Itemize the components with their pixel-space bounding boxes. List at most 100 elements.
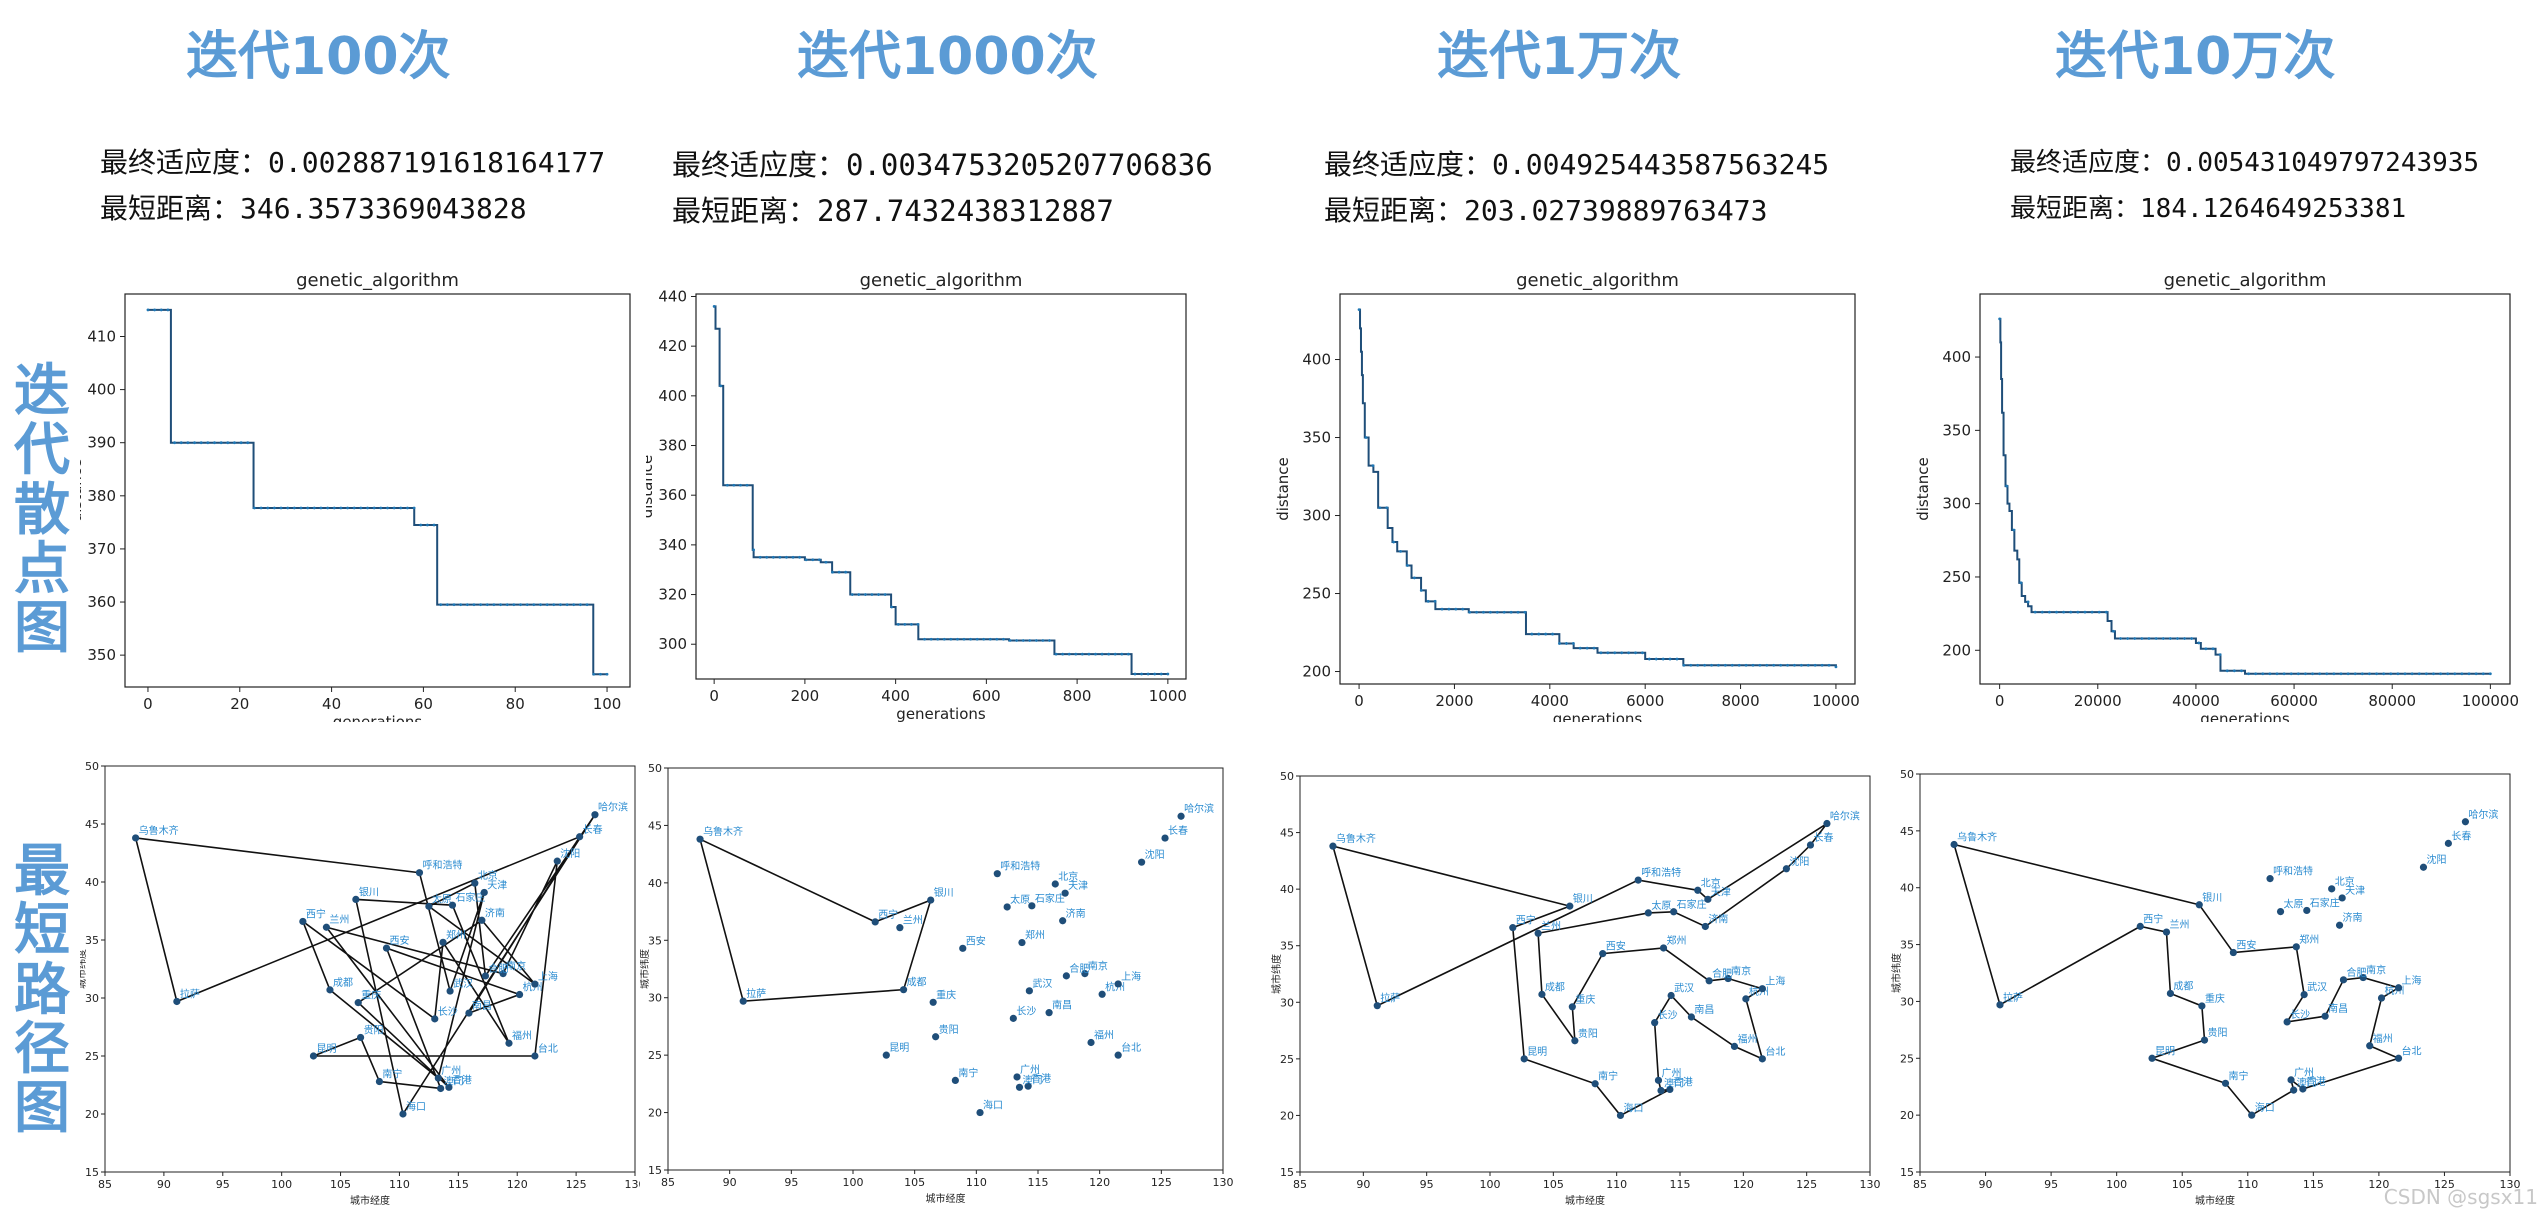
data-point [725, 483, 729, 487]
data-point [2211, 647, 2215, 651]
data-point [1827, 663, 1831, 667]
data-point [219, 441, 223, 445]
x-tick-label: 0 [143, 695, 153, 713]
data-point [186, 441, 190, 445]
data-point [969, 637, 972, 641]
data-point [512, 603, 516, 607]
city-label: 上海 [1765, 975, 1785, 988]
x-axis-label: generations [1553, 710, 1643, 722]
city-point [1062, 972, 1070, 980]
city-label: 成都 [2173, 980, 2193, 992]
data-point [499, 603, 502, 607]
city-label: 哈尔滨 [1830, 810, 1860, 823]
data-point [2325, 672, 2329, 676]
city-label: 南京 [1731, 965, 1751, 978]
city-label: 石家庄 [1035, 892, 1065, 905]
city-point [1996, 1001, 2004, 1009]
city-point [446, 987, 454, 995]
data-point [1074, 652, 1078, 656]
city-point [896, 924, 904, 932]
data-point [2247, 672, 2250, 676]
city-point [1051, 880, 1059, 888]
data-point [426, 523, 429, 527]
city-label: 海口 [983, 1099, 1003, 1112]
data-point [916, 622, 920, 626]
city-point [871, 918, 879, 926]
info-block-100: 最终适应度：0.002887191618164177 最短距离：346.3573… [100, 140, 605, 232]
city-label: 广州 [1661, 1067, 1681, 1079]
data-point [1772, 663, 1776, 667]
x-tick-label: 100000 [2462, 692, 2519, 710]
y-tick-label: 40 [1900, 882, 1914, 895]
data-point [1488, 610, 1492, 614]
data-point [1419, 589, 1423, 592]
y-tick-label: 25 [648, 1049, 662, 1062]
city-label: 南宁 [2228, 1069, 2248, 1082]
city-label: 济南 [2343, 911, 2363, 924]
city-label: 郑州 [2299, 933, 2319, 946]
data-point [1357, 308, 1361, 311]
x-tick-label: 105 [904, 1176, 925, 1189]
city-point [445, 1083, 453, 1091]
city-point [1571, 1037, 1579, 1045]
city-label: 呼和浩特 [2273, 866, 2313, 878]
x-axis-label: generations [333, 713, 423, 722]
data-point [2083, 610, 2087, 614]
city-point [431, 1015, 439, 1023]
city-point [531, 980, 539, 988]
x-tick-label: 1000 [1149, 687, 1187, 705]
y-tick-label: 35 [85, 934, 99, 947]
y-tick-label: 35 [648, 934, 662, 947]
data-point [1675, 657, 1679, 661]
city-label: 拉萨 [1380, 992, 1400, 1005]
city-point [1667, 991, 1675, 1000]
data-point [1087, 652, 1091, 656]
x-tick-label: 200 [791, 687, 820, 705]
city-label: 拉萨 [746, 987, 766, 1000]
data-point [745, 483, 749, 487]
y-tick-label: 50 [648, 762, 662, 775]
city-point [1705, 977, 1713, 985]
city-point [1045, 1009, 1053, 1017]
y-axis-label: distance [1274, 457, 1292, 521]
distance-value: 184.1264649253381 [2140, 194, 2407, 224]
data-point [1159, 672, 1163, 676]
x-tick-label: 90 [723, 1176, 737, 1189]
data-point [2112, 629, 2115, 633]
city-point [1666, 1085, 1674, 1094]
data-point [1080, 652, 1084, 656]
route-chart-10k: 85 90 95 100 105 110 115 120 125 130 15 20 25 30 35 40 4… [1240, 756, 1880, 1210]
city-point [553, 857, 561, 865]
city-label: 贵阳 [939, 1023, 959, 1036]
city-label: 重庆 [1575, 993, 1595, 1006]
city-point [499, 970, 507, 978]
data-point [199, 441, 203, 445]
data-point [1654, 657, 1658, 661]
data-point [1495, 610, 1499, 614]
distance-label: 最短距离： [2010, 194, 2141, 224]
city-point [1520, 1055, 1528, 1063]
data-point [1378, 506, 1382, 510]
data-point [233, 441, 236, 445]
x-tick-label: 2000 [1435, 692, 1473, 710]
data-point [559, 603, 562, 607]
data-point [445, 603, 449, 607]
data-point [2403, 672, 2407, 676]
city-label: 太原 [432, 892, 452, 905]
column-title-10k: 迭代1万次 [1437, 27, 1682, 87]
data-point [525, 603, 529, 607]
city-point [2299, 1085, 2307, 1093]
data-point [1703, 663, 1707, 667]
plot-frame [1979, 293, 2511, 685]
city-label: 济南 [485, 906, 505, 919]
city-label: 贵阳 [364, 1023, 384, 1036]
city-label: 西宁 [878, 908, 898, 921]
y-tick-label: 320 [658, 586, 687, 604]
y-tick-label: 15 [648, 1164, 662, 1177]
distance-series [714, 305, 1168, 676]
city-label: 长沙 [2290, 1009, 2310, 1021]
data-point [2005, 484, 2009, 488]
city-point [2394, 1054, 2403, 1062]
x-tick-label: 100 [593, 695, 622, 713]
data-point [719, 384, 723, 388]
